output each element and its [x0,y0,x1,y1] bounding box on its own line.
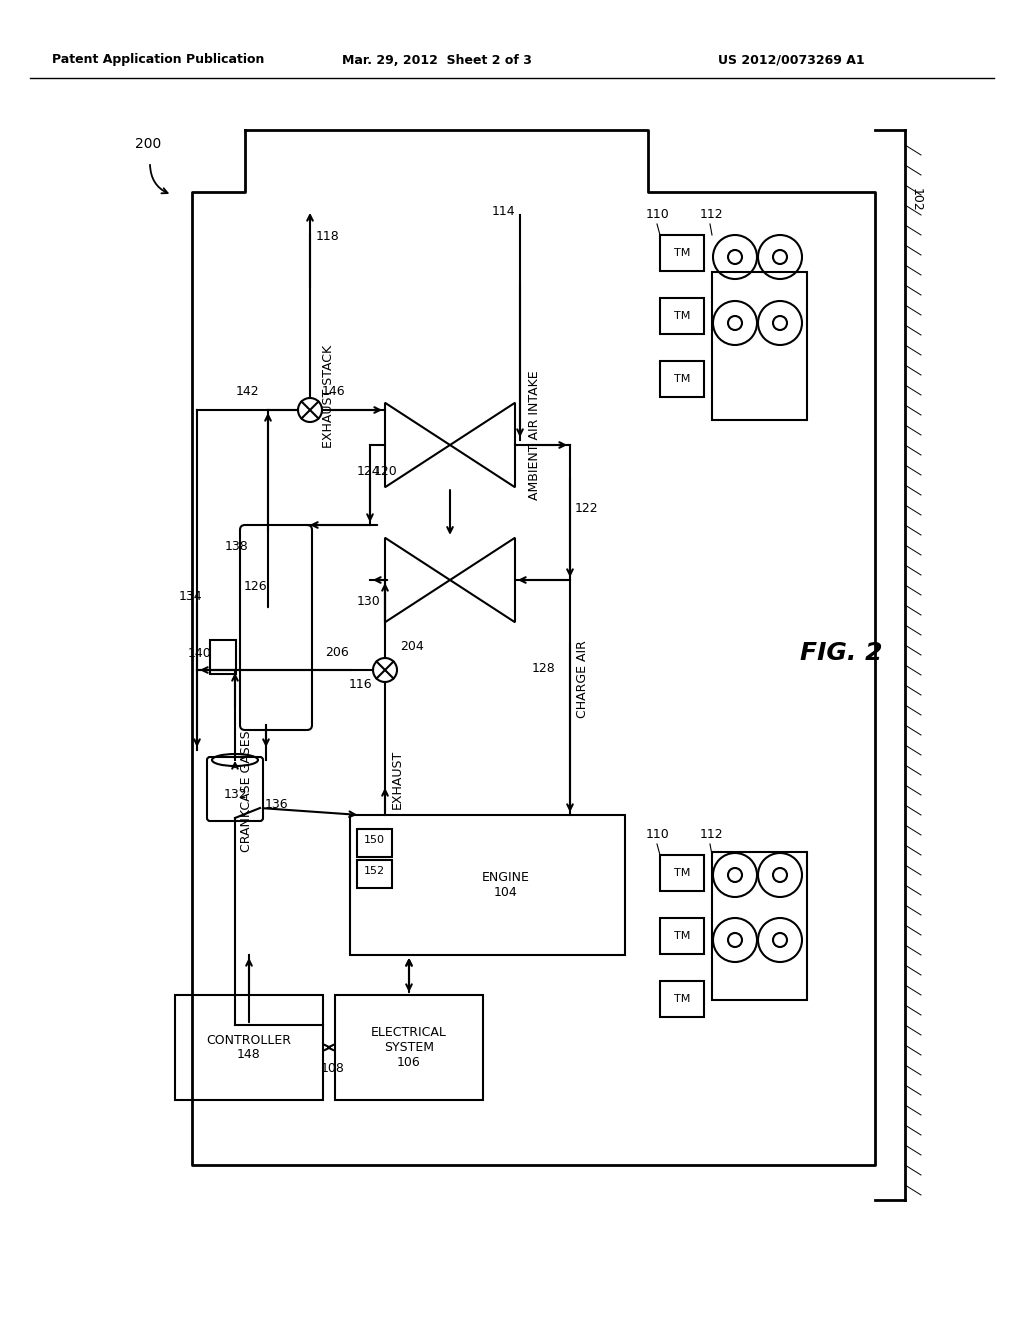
Text: 114: 114 [492,205,516,218]
Bar [660,981,705,1016]
Text: 132: 132 [223,788,247,800]
Text: 142: 142 [236,385,260,399]
Text: 112: 112 [700,828,724,841]
Text: FIG. 2: FIG. 2 [800,642,883,665]
Text: 204: 204 [400,640,424,653]
Text: 136: 136 [265,799,289,810]
Bar [712,851,807,1001]
Bar [660,360,705,397]
Text: Patent Application Publication: Patent Application Publication [52,54,264,66]
Text: 128: 128 [532,663,556,675]
Bar [210,640,236,675]
Text: TM: TM [674,312,690,321]
Text: TM: TM [674,374,690,384]
Text: EXHAUST STACK: EXHAUST STACK [322,345,335,447]
Text: 130: 130 [357,595,381,609]
Text: 150: 150 [364,836,384,845]
Bar [335,995,483,1100]
Bar [660,235,705,271]
Text: 146: 146 [322,385,346,399]
Text: 120: 120 [374,465,397,478]
Bar [357,829,392,857]
Text: 122: 122 [575,503,599,516]
Text: CRANKCASE GASES: CRANKCASE GASES [240,730,253,851]
Text: 110: 110 [646,828,670,841]
Circle shape [298,399,322,422]
Bar [660,855,705,891]
Text: AMBIENT AIR INTAKE: AMBIENT AIR INTAKE [528,370,541,500]
Text: TM: TM [674,931,690,941]
Text: 140: 140 [188,647,212,660]
Text: 102: 102 [910,189,923,213]
Text: ENGINE
104: ENGINE 104 [481,871,529,899]
Text: 152: 152 [364,866,385,876]
Bar [175,995,323,1100]
Text: 124: 124 [357,465,381,478]
Text: 138: 138 [225,540,249,553]
Bar [660,917,705,954]
Text: EXHAUST: EXHAUST [391,750,404,809]
Bar [357,861,392,888]
Text: 112: 112 [700,209,724,220]
Text: CONTROLLER
148: CONTROLLER 148 [207,1034,292,1061]
Text: TM: TM [674,869,690,878]
Text: 134: 134 [179,590,203,603]
Text: 200: 200 [135,137,161,150]
Circle shape [373,657,397,682]
Text: 126: 126 [244,579,267,593]
Text: 116: 116 [349,678,373,690]
Text: ELECTRICAL
SYSTEM
106: ELECTRICAL SYSTEM 106 [371,1026,446,1069]
Text: 108: 108 [321,1063,345,1076]
Text: 206: 206 [325,645,349,659]
Bar [350,814,625,954]
Bar [660,298,705,334]
Text: TM: TM [674,994,690,1005]
Text: TM: TM [674,248,690,257]
Text: US 2012/0073269 A1: US 2012/0073269 A1 [718,54,864,66]
Bar [712,272,807,420]
Text: CHARGE AIR: CHARGE AIR [575,640,589,718]
Text: Mar. 29, 2012  Sheet 2 of 3: Mar. 29, 2012 Sheet 2 of 3 [342,54,531,66]
Text: 110: 110 [646,209,670,220]
Text: 118: 118 [316,230,340,243]
